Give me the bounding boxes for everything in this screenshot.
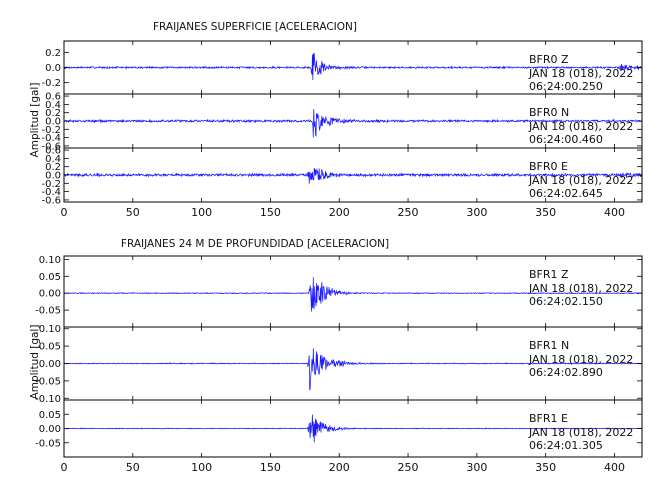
- y-tick-label: 0.0: [45, 63, 61, 74]
- x-tick-label: 400: [604, 206, 625, 219]
- y-tick-label: 0.00: [39, 424, 61, 435]
- waveform-trace: [63, 414, 642, 443]
- y-axis-label: Amplitud [gal]: [29, 325, 41, 400]
- y-tick-label: 0.0: [45, 117, 61, 128]
- y-tick-label: 0.6: [45, 92, 61, 103]
- time-label: 06:24:00.460: [529, 133, 603, 146]
- y-tick-label: -0.2: [41, 78, 61, 89]
- y-tick-label: 0.0: [45, 171, 61, 182]
- y-tick-label: -0.05: [35, 306, 61, 317]
- station-label: BFR1 N: [529, 339, 569, 352]
- x-tick-label: 150: [260, 461, 281, 474]
- waveform-trace: [63, 348, 643, 391]
- chart-borehole: FRAIJANES 24 M DE PROFUNDIDAD [ACELERACI…: [29, 238, 643, 474]
- y-tick-label: 0.05: [39, 410, 61, 421]
- station-label: BFR0 N: [529, 106, 569, 119]
- y-tick-label: -0.2: [41, 125, 61, 136]
- time-label: 06:24:02.645: [529, 187, 603, 200]
- station-label: BFR0 Z: [529, 53, 569, 66]
- y-tick-label: 0.2: [45, 162, 61, 173]
- x-tick-label: 200: [329, 461, 350, 474]
- y-tick-label: 0.00: [39, 359, 61, 370]
- x-tick-label: 0: [61, 461, 68, 474]
- time-label: 06:24:02.150: [529, 295, 603, 308]
- time-label: 06:24:01.305: [529, 439, 603, 452]
- y-tick-label: 0.05: [39, 342, 61, 353]
- x-tick-label: 300: [466, 461, 487, 474]
- y-tick-label: -0.6: [41, 141, 61, 152]
- chart-surface: FRAIJANES SUPERFICIE [ACELERACION] Ampli…: [29, 21, 643, 219]
- x-tick-label: 350: [535, 461, 556, 474]
- waveform-trace: [64, 108, 643, 138]
- y-tick-label: -0.6: [41, 195, 61, 206]
- station-label: BFR1 Z: [529, 268, 569, 281]
- x-axis: 0 50 100 150 200 250 300 350 400: [61, 461, 625, 474]
- x-tick-label: 50: [126, 461, 140, 474]
- x-tick-label: 150: [260, 206, 281, 219]
- x-tick-label: 0: [61, 206, 68, 219]
- y-tick-label: 0.10: [39, 255, 61, 266]
- date-label: JAN 18 (018), 2022: [528, 67, 633, 80]
- y-tick-label: 0.10: [39, 324, 61, 335]
- chart-title: FRAIJANES SUPERFICIE [ACELERACION]: [153, 21, 357, 33]
- x-tick-label: 250: [398, 206, 419, 219]
- waveform-trace: [63, 277, 642, 312]
- x-tick-label: 400: [604, 461, 625, 474]
- x-tick-label: 250: [398, 461, 419, 474]
- waveform-trace: [63, 167, 643, 184]
- time-label: 06:24:02.890: [529, 366, 603, 379]
- x-tick-label: 200: [329, 206, 350, 219]
- y-tick-label: -0.05: [35, 376, 61, 387]
- date-label: JAN 18 (018), 2022: [528, 353, 633, 366]
- date-label: JAN 18 (018), 2022: [528, 120, 633, 133]
- chart-title: FRAIJANES 24 M DE PROFUNDIDAD [ACELERACI…: [121, 238, 389, 250]
- waveform-trace: [63, 53, 643, 80]
- date-label: JAN 18 (018), 2022: [528, 282, 633, 295]
- date-label: JAN 18 (018), 2022: [528, 426, 633, 439]
- x-tick-label: 300: [466, 206, 487, 219]
- y-tick-label: -0.10: [35, 394, 61, 405]
- x-axis: 0 50 100 150 200 250 300 350 400: [61, 206, 625, 219]
- y-tick-label: -0.4: [41, 187, 61, 198]
- y-tick-label: 0.2: [45, 108, 61, 119]
- x-tick-label: 100: [191, 461, 212, 474]
- y-tick-label: 0.4: [45, 100, 61, 111]
- y-tick-label: 0.00: [39, 289, 61, 300]
- x-tick-label: 50: [126, 206, 140, 219]
- x-tick-label: 350: [535, 206, 556, 219]
- station-label: BFR1 E: [529, 412, 568, 425]
- y-tick-label: 0.05: [39, 272, 61, 283]
- x-tick-label: 100: [191, 206, 212, 219]
- y-tick-label: -0.05: [35, 438, 61, 449]
- date-label: JAN 18 (018), 2022: [528, 174, 633, 187]
- y-tick-label: 0.4: [45, 154, 61, 165]
- y-tick-label: 0.6: [45, 146, 61, 157]
- station-label: BFR0 E: [529, 160, 568, 173]
- y-tick-label: 0.2: [45, 48, 61, 59]
- time-label: 06:24:00.250: [529, 80, 603, 93]
- y-axis-label: Amplitud [gal]: [29, 83, 41, 158]
- y-tick-label: -0.2: [41, 179, 61, 190]
- y-tick-label: -0.4: [41, 133, 61, 144]
